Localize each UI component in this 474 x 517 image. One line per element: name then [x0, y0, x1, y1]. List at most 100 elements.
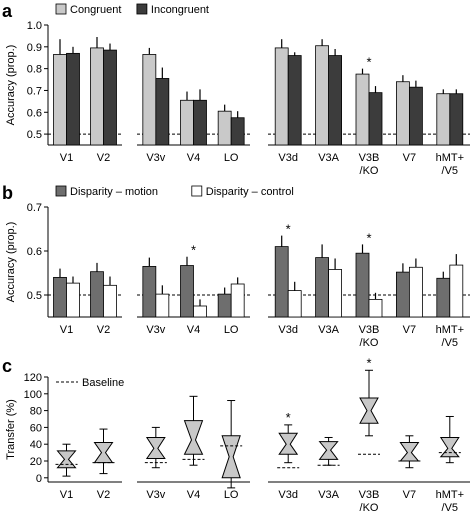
notched-box — [221, 435, 241, 479]
y-tick-label: 100 — [24, 389, 42, 401]
bar-series1 — [180, 265, 194, 318]
notched-box — [93, 442, 114, 464]
y-axis-label: Transfer (%) — [5, 399, 17, 460]
category-label: V2 — [97, 152, 110, 164]
bar-series2 — [193, 305, 207, 318]
panel-letter: c — [2, 356, 12, 376]
legend-label: Disparity – motion — [70, 186, 158, 198]
bar-series1 — [90, 47, 104, 146]
bar-series1 — [217, 110, 232, 146]
notched-box — [399, 442, 420, 462]
category-label: hMT+ — [436, 489, 464, 501]
category-label: V1 — [60, 489, 73, 501]
bar-series1 — [436, 93, 451, 146]
significance-star: * — [366, 230, 371, 245]
y-tick-label: 0.7 — [27, 85, 42, 97]
category-label: /V5 — [442, 165, 459, 177]
y-tick-label: 0.9 — [27, 42, 42, 54]
bar-series2 — [408, 86, 423, 146]
bar-series2 — [287, 290, 302, 318]
category-label: LO — [224, 324, 239, 336]
category-label: V2 — [97, 489, 110, 501]
panel-b: b Accuracy (prop.) 0.5 0.6 0.7 V1 V2 V3v V4 LO V3d… — [2, 183, 470, 349]
bar-series1 — [315, 45, 330, 146]
bar-series2 — [449, 264, 464, 318]
category-label: V7 — [403, 489, 416, 501]
category-label: V4 — [187, 324, 200, 336]
y-tick-label: 0.6 — [27, 107, 42, 119]
panel-letter: b — [2, 183, 13, 203]
bar-series2 — [155, 293, 170, 318]
category-label: /V5 — [442, 337, 459, 349]
y-axis-label: Accuracy (prop.) — [5, 45, 17, 126]
category-label: /KO — [360, 502, 379, 514]
bar-series2 — [328, 269, 343, 318]
category-label: V3d — [278, 152, 298, 164]
category-label: V1 — [60, 324, 73, 336]
legend-label: Congruent — [70, 4, 121, 16]
notched-box — [359, 397, 379, 424]
bar-series2 — [66, 52, 80, 146]
significance-star: * — [191, 243, 196, 258]
bar-series1 — [142, 54, 157, 146]
bar-series1 — [395, 271, 410, 318]
y-tick-label: 0.8 — [27, 64, 42, 76]
bar-series2 — [368, 92, 383, 146]
legend-swatch — [55, 3, 67, 15]
category-label: V3d — [278, 324, 298, 336]
bar-series1 — [355, 73, 370, 146]
bar-series1 — [90, 271, 104, 318]
legend-swatch — [55, 185, 67, 197]
category-label: V4 — [187, 152, 200, 164]
category-label: V3v — [146, 152, 165, 164]
y-tick-label: 0.5 — [27, 129, 42, 141]
legend-label: Incongruent — [151, 4, 209, 16]
bar-series2 — [103, 49, 117, 146]
bar-series1 — [274, 47, 289, 146]
category-label: V2 — [97, 324, 110, 336]
bar-series1 — [395, 81, 410, 146]
notched-box — [56, 450, 77, 469]
bar-series2 — [155, 78, 170, 146]
category-label: V4 — [187, 489, 200, 501]
category-label: V3d — [278, 489, 298, 501]
category-label: V3A — [318, 489, 339, 501]
y-tick-label: 0.5 — [27, 290, 42, 302]
y-tick-label: 20 — [30, 456, 42, 468]
bar-series1 — [180, 99, 194, 146]
category-label: hMT+ — [436, 152, 464, 164]
y-axis-label: Accuracy (prop.) — [5, 222, 17, 303]
significance-star: * — [286, 410, 291, 425]
category-label: V3A — [318, 324, 339, 336]
category-label: hMT+ — [436, 324, 464, 336]
significance-star: * — [366, 55, 371, 70]
legend-label: Disparity – control — [206, 186, 294, 198]
category-label: V3B — [359, 324, 380, 336]
category-label: /KO — [360, 337, 379, 349]
bar-series1 — [436, 277, 451, 318]
bar-series2 — [193, 99, 207, 146]
notched-box — [145, 436, 166, 459]
category-label: LO — [224, 152, 239, 164]
panel-a: a Accuracy (prop.) 0.5 0.6 0.7 0.8 0.9 1.0 V1 V2 V… — [2, 1, 470, 177]
category-label: V3v — [146, 489, 165, 501]
bar-series1 — [274, 246, 289, 318]
bar-series2 — [328, 55, 343, 146]
y-tick-label: 40 — [30, 439, 42, 451]
bar-series2 — [230, 283, 245, 318]
category-label: /KO — [360, 165, 379, 177]
bar-series1 — [315, 257, 330, 318]
significance-star: * — [366, 355, 371, 370]
bar-series2 — [103, 284, 117, 318]
legend-label: Baseline — [82, 377, 124, 389]
bar-series2 — [368, 298, 383, 318]
notched-box — [318, 441, 339, 460]
category-label: /V5 — [442, 502, 459, 514]
category-label: V7 — [403, 324, 416, 336]
notched-box — [278, 432, 299, 455]
bar-series1 — [53, 54, 67, 146]
bar-series2 — [287, 55, 302, 146]
y-tick-label: 0.7 — [27, 202, 42, 214]
category-label: V7 — [403, 152, 416, 164]
